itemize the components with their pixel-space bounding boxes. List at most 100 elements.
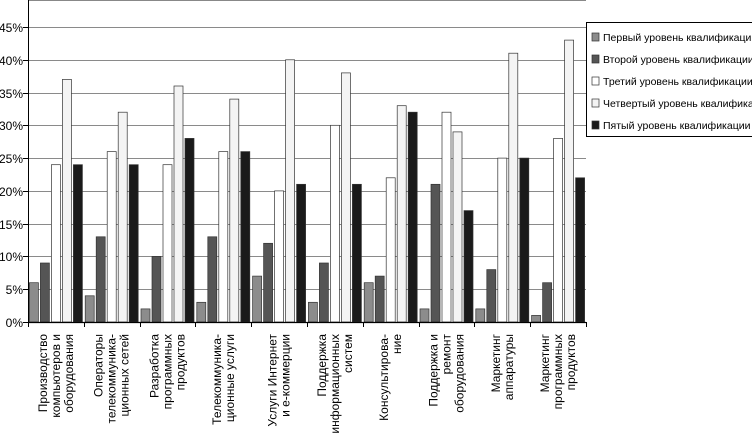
y-axis-ticks: 0% 5% 10% 15% 20% 25% 30% 35% 40% 45% [0,21,23,330]
bar [554,138,563,322]
x-tick-label-line: ционные услуги [223,334,237,422]
x-tick-label-line: оборудования [62,334,76,413]
bar [40,263,49,322]
x-tick-label-line: оборудования [453,334,467,413]
bar [476,309,485,322]
legend-box: Первый уровень квалификации Второй уровен… [587,23,752,137]
bar [453,132,462,322]
y-tick-label: 45% [0,21,23,35]
bar [230,99,239,322]
legend: Первый уровень квалификации Второй уровен… [587,23,752,137]
bar [118,112,127,322]
y-tick-label: 25% [0,152,23,166]
x-tick-label-line: телекоммуника- [105,334,119,424]
x-tick-label: Разработка программных продуктов [148,334,188,410]
x-tick-label-line: Операторы [92,334,106,397]
x-tick-label: Телекоммуника-ционные услуги [210,334,237,425]
x-tick-label-line: Консультирова- [377,334,391,421]
bars [29,40,584,322]
legend-swatch [592,77,599,85]
bar [498,158,507,322]
bar [241,152,250,322]
y-tick-label: 5% [6,283,24,297]
bar [85,296,94,322]
bar [487,270,496,322]
bar [29,283,38,322]
bar [408,112,417,322]
bar [565,40,574,322]
x-tick-label-line: компьютеров и [49,334,63,418]
legend-label: Четвертый уровень квалификации [603,98,752,110]
bar [431,184,440,322]
x-tick-label-line: продуктов [564,334,578,390]
legend-label: Первый уровень квалификации [603,32,752,44]
bar [219,152,228,322]
x-tick-label-line: информационных [328,334,342,434]
bar [509,53,518,322]
legend-label: Пятый уровень квалификации [603,120,751,132]
bar [208,237,217,322]
bar [107,152,116,322]
y-tick-label: 35% [0,87,23,101]
bar [163,165,172,322]
bar [319,263,328,322]
y-tick-label: 10% [0,250,23,264]
bar [152,256,161,322]
bar [297,184,306,322]
bar [185,138,194,322]
x-tick-label: Маркетинг программных продуктов [538,333,578,409]
bar [330,125,339,322]
x-tick-label-line: аппаратуры [502,334,516,400]
x-tick-label-line: Услуги Интернет [266,334,280,427]
x-tick-label-line: Маркетинг [538,333,552,392]
x-tick-label: Операторы телекоммуника-ционных сетей [92,334,132,424]
x-tick-label: Услуги Интернет и е-коммерции [266,334,293,427]
x-tick-label-line: продуктов [174,334,188,390]
x-tick-label-line: ние [390,334,404,354]
bar [442,112,451,322]
x-tick-label-line: ционных сетей [118,334,132,416]
legend-swatch [592,33,599,41]
bar [275,191,284,322]
bar [397,106,406,322]
x-tick-label-line: Поддержка и [427,334,441,407]
bar [364,283,373,322]
legend-swatch [592,99,599,107]
x-tick-label: Консультирова-ние [377,334,404,421]
x-tick-label-line: ремонт [440,334,454,375]
x-tick-label-line: программных [161,334,175,409]
x-tick-label-line: Производство [36,334,50,413]
bar [51,165,60,322]
bar [386,178,395,322]
x-tick-label-line: Телекоммуника- [210,334,224,425]
legend-label: Второй уровень квалификации [603,54,752,66]
bar [520,158,529,322]
bar [341,73,350,322]
bar [73,165,82,322]
legend-swatch [592,121,599,129]
bar [197,302,206,322]
bar [62,79,71,322]
x-tick-label: Поддержка информационных систем [315,334,355,434]
bar [286,60,295,322]
x-tick-label: Маркетинг аппаратуры [489,333,516,400]
bar [464,211,473,322]
x-tick-label-line: систем [341,334,355,373]
x-tick-label-line: Поддержка [315,334,329,397]
bar [96,237,105,322]
y-tick-label: 20% [0,185,23,199]
bar [174,86,183,322]
x-tick-label: Поддержка и ремонт оборудования [427,334,467,413]
x-tick-label-line: и е-коммерции [279,334,293,417]
bar [141,309,150,322]
bar-chart: 0%5%10%15%20%25%30%35%40%45% Производств… [0,0,752,435]
y-tick-label: 0% [6,316,24,330]
legend-swatch [592,55,599,63]
bar [264,243,273,322]
bar [532,315,541,322]
bar [375,276,384,322]
bar [253,276,262,322]
y-tick-label: 15% [0,218,23,232]
x-tick-label-line: Разработка [148,334,162,398]
x-axis-labels: Производство компьютеров и оборудования Опе… [36,333,578,433]
